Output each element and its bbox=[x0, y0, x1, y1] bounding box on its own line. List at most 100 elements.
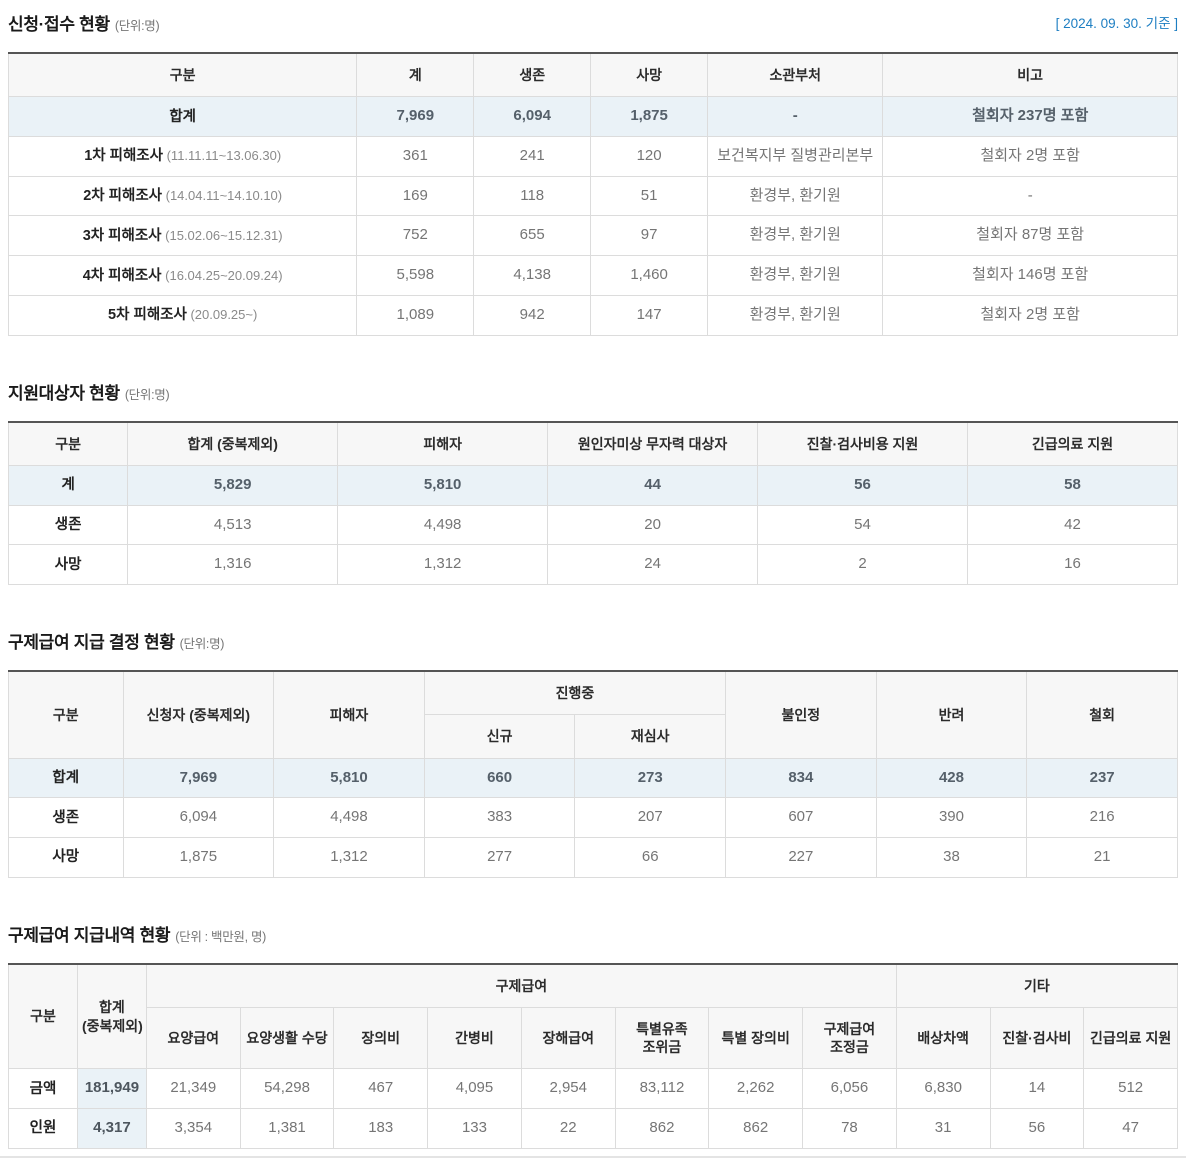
table-cell: 14 bbox=[989, 1068, 1085, 1110]
section-unit: (단위:명) bbox=[124, 387, 170, 402]
table-cell: 467 bbox=[333, 1068, 429, 1110]
table-cell: 56 bbox=[757, 464, 968, 506]
column-header: 구제급여 조정금 bbox=[802, 1006, 897, 1070]
table-cell: 7,969 bbox=[356, 96, 475, 137]
section-title-wrap: 지원대상자 현황 (단위:명) bbox=[8, 379, 170, 404]
table-cell: 133 bbox=[427, 1108, 522, 1149]
table-cell: 120 bbox=[590, 135, 709, 177]
table-cell: 118 bbox=[473, 175, 592, 217]
column-header: 요양급여 bbox=[145, 1006, 241, 1070]
table-cell: 환경부, 환기원 bbox=[707, 175, 884, 217]
table-cell: 47 bbox=[1083, 1108, 1178, 1149]
application-reception-table: 구분 계 생존 사망 소관부처 비고 합계 7,969 6,094 1,875- 철회자 237명 … bbox=[7, 52, 1178, 336]
table-cell: 6,094 bbox=[122, 797, 275, 838]
table-cell: 2 bbox=[757, 544, 968, 586]
table-cell: 철회자 87명 포함 bbox=[882, 215, 1178, 257]
table-cell: 6,094 bbox=[473, 96, 592, 137]
row-label: 계 bbox=[7, 464, 129, 506]
table-cell: 51 bbox=[590, 175, 709, 217]
table-cell: 4,317 bbox=[76, 1108, 147, 1149]
table-row: 합계 7,969 6,094 1,875- 철회자 237명 포함 bbox=[7, 96, 1178, 137]
table-cell: 5,810 bbox=[273, 757, 425, 799]
table-cell: 3,354 bbox=[145, 1108, 241, 1149]
row-label: 1차 피해조사 (11.11.11~13.06.30) bbox=[7, 135, 358, 177]
section-support-targets: 지원대상자 현황 (단위:명) 구분 합계 (중복제외) 피해자 원인자미상 무자력 대… bbox=[7, 379, 1179, 586]
row-label: 5차 피해조사 (20.09.25~) bbox=[7, 294, 358, 336]
table-cell: 21 bbox=[1026, 837, 1178, 878]
statistics-page: 신청·접수 현황 (단위:명) [ 2024. 09. 30. 기준 ] 구분 계 생… bbox=[0, 10, 1186, 1158]
section-relief-benefit-payment-details: 구제급여 지급내역 현황 (단위 : 백만원, 명) 구분 합계 (중복제외) 구제급여… bbox=[8, 921, 1179, 1149]
column-header: 긴급의료 지원 bbox=[1083, 1006, 1178, 1070]
section-title: 신청·접수 현황 bbox=[8, 15, 110, 34]
column-header: 진행중 bbox=[423, 670, 727, 716]
table-cell: 1,316 bbox=[127, 544, 339, 586]
column-header: 계 bbox=[356, 52, 475, 98]
column-header: 소관부처 bbox=[707, 52, 884, 98]
section-title-wrap: 구제급여 지급 결정 현황 (단위:명) bbox=[8, 628, 224, 653]
table-cell: 862 bbox=[614, 1108, 710, 1149]
table-cell: 7,969 bbox=[122, 757, 275, 799]
row-label: 인원 bbox=[8, 1108, 78, 1149]
row-label: 사망 bbox=[8, 837, 124, 878]
column-header: 사망 bbox=[590, 52, 709, 98]
table-cell: 44 bbox=[547, 464, 759, 506]
column-header: 피해자 bbox=[337, 421, 549, 466]
row-label: 생존 bbox=[7, 504, 129, 546]
row-label: 4차 피해조사 (16.04.25~20.09.24) bbox=[7, 255, 358, 296]
row-label: 3차 피해조사 (15.02.06~15.12.31) bbox=[7, 215, 358, 257]
support-targets-table: 구분 합계 (중복제외) 피해자 원인자미상 무자력 대상자 진찰·검사비용 지원 긴급의… bbox=[7, 420, 1179, 586]
table-cell: 227 bbox=[725, 837, 877, 878]
table-cell: 97 bbox=[590, 215, 709, 257]
table-cell: 752 bbox=[356, 215, 475, 257]
table-cell: 216 bbox=[1026, 797, 1178, 838]
column-header: 구제급여 bbox=[145, 963, 897, 1008]
table-cell: 1,089 bbox=[356, 294, 475, 336]
row-label: 합계 bbox=[8, 757, 124, 799]
table-cell: 183 bbox=[333, 1108, 429, 1149]
column-header: 구분 bbox=[8, 670, 124, 759]
table-row: 5차 피해조사 (20.09.25~) 1,089 942 147 환경부, 환기원 철회… bbox=[7, 294, 1178, 336]
column-header: 기타 bbox=[895, 963, 1179, 1008]
column-header: 긴급의료 지원 bbox=[966, 421, 1179, 466]
table-row: 계 5,829 5,810 44 56 58 bbox=[7, 464, 1179, 506]
relief-benefit-decision-table: 구분 신청자 (중복제외) 피해자 진행중 불인정 반려 철회 신규 재심사 합계 7,969 5,8… bbox=[8, 670, 1178, 878]
table-cell: 607 bbox=[725, 797, 877, 838]
table-cell: 철회자 2명 포함 bbox=[882, 135, 1178, 177]
table-cell: 390 bbox=[875, 797, 1028, 838]
section-header: 지원대상자 현황 (단위:명) bbox=[8, 379, 1178, 404]
column-header: 구분 bbox=[7, 52, 358, 98]
reference-date: [ 2024. 09. 30. 기준 ] bbox=[1055, 16, 1178, 31]
page-title: 신청·접수 현황 (단위:명) bbox=[8, 10, 160, 35]
table-cell: 66 bbox=[574, 837, 727, 878]
table-cell: 42 bbox=[966, 504, 1179, 546]
section-unit: (단위:명) bbox=[114, 19, 160, 33]
section-unit: (단위:명) bbox=[179, 637, 225, 652]
table-cell: 보건복지부 질병관리본부 bbox=[707, 135, 884, 177]
column-header: 신규 bbox=[423, 714, 576, 759]
table-cell: 147 bbox=[590, 294, 709, 336]
table-row: 사망 1,875 1,312 277 66 227 38 21 bbox=[8, 837, 1178, 878]
column-header: 특별 장의비 bbox=[708, 1006, 804, 1070]
table-cell: 237 bbox=[1026, 757, 1178, 799]
section-relief-benefit-decision: 구제급여 지급 결정 현황 (단위:명) 구분 신청자 (중복제외) 피해자 진행중 불인… bbox=[8, 628, 1178, 878]
column-header: 합계 (중복제외) bbox=[127, 421, 339, 466]
table-cell: 58 bbox=[966, 464, 1179, 506]
table-cell: 22 bbox=[520, 1108, 616, 1149]
section-title: 구제급여 지급 결정 현황 bbox=[8, 633, 175, 653]
column-header: 신청자 (중복제외) bbox=[122, 670, 275, 759]
column-header: 원인자미상 무자력 대상자 bbox=[547, 421, 759, 466]
row-label: 생존 bbox=[8, 797, 124, 838]
table-cell: 660 bbox=[423, 757, 576, 799]
section-application-reception-status: 신청·접수 현황 (단위:명) [ 2024. 09. 30. 기준 ] 구분 계 생… bbox=[7, 10, 1178, 336]
relief-benefit-payment-table: 구분 합계 (중복제외) 구제급여 기타 요양급여 요양생활 수당 장의비 간병비 장해급여 특별유… bbox=[8, 962, 1179, 1149]
table-cell: 5,810 bbox=[337, 464, 549, 506]
table-row: 사망 1,316 1,312 24 2 16 bbox=[7, 544, 1179, 586]
column-header: 구분 bbox=[7, 421, 129, 466]
table-row: 생존 4,513 4,498 20 54 42 bbox=[7, 504, 1179, 546]
column-header: 피해자 bbox=[273, 670, 425, 759]
column-header: 철회 bbox=[1026, 670, 1178, 759]
column-header: 반려 bbox=[875, 670, 1028, 759]
column-header: 재심사 bbox=[574, 714, 727, 759]
table-cell: 환경부, 환기원 bbox=[707, 255, 884, 296]
table-row: 4차 피해조사 (16.04.25~20.09.24) 5,598 4,138 1,4… bbox=[7, 255, 1178, 296]
